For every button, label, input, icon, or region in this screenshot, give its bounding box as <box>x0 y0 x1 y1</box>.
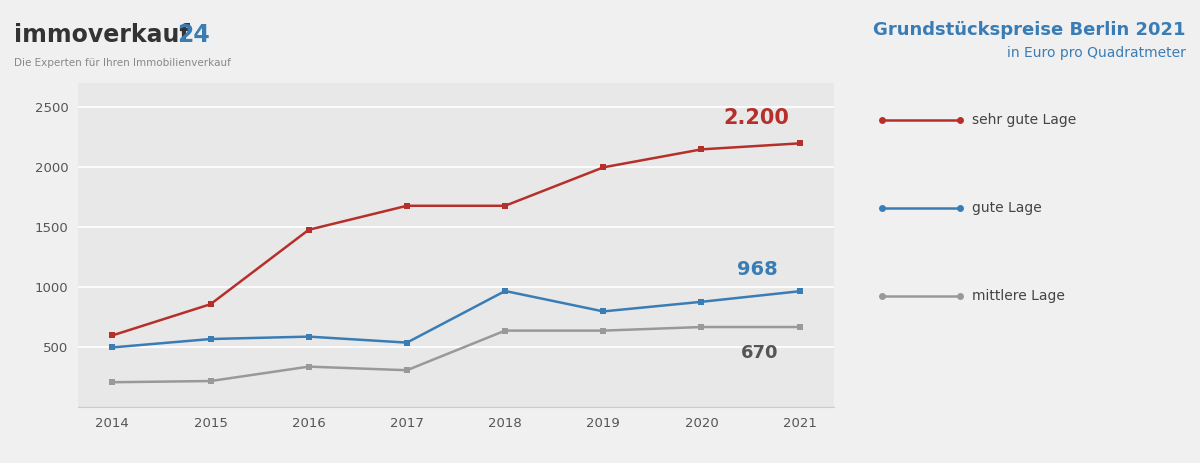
Text: in Euro pro Quadratmeter: in Euro pro Quadratmeter <box>1007 46 1186 60</box>
Text: mittlere Lage: mittlere Lage <box>972 289 1064 303</box>
Text: 2.200: 2.200 <box>724 108 790 128</box>
Text: immoverkauf: immoverkauf <box>14 23 190 47</box>
Text: sehr gute Lage: sehr gute Lage <box>972 113 1076 127</box>
Text: gute Lage: gute Lage <box>972 201 1042 215</box>
Text: Grundstückspreise Berlin 2021: Grundstückspreise Berlin 2021 <box>874 21 1186 39</box>
Text: 670: 670 <box>742 344 779 362</box>
Text: 24: 24 <box>178 23 210 47</box>
Text: 968: 968 <box>737 260 778 279</box>
Text: Die Experten für Ihren Immobilienverkauf: Die Experten für Ihren Immobilienverkauf <box>14 58 232 69</box>
